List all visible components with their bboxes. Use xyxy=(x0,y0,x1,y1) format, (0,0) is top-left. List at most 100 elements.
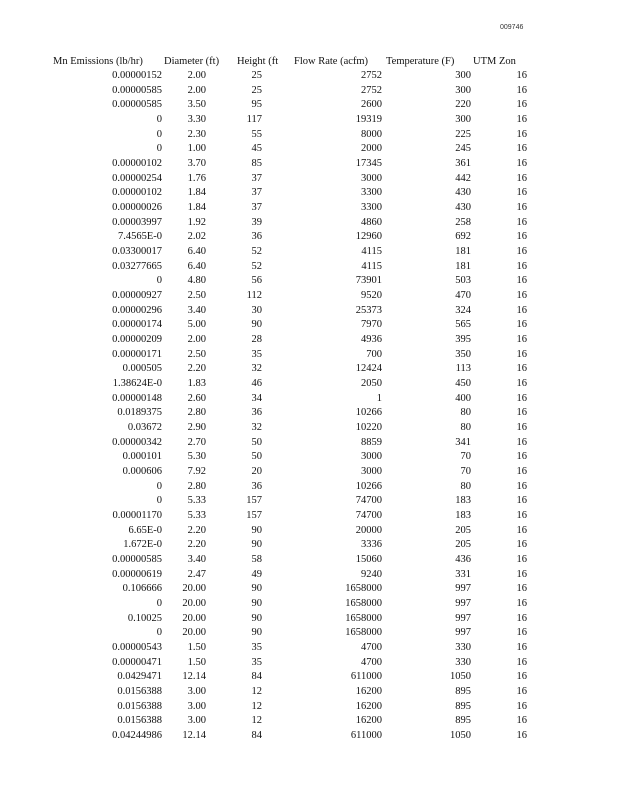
table-cell: 0.0189375 xyxy=(117,407,162,419)
table-cell: 16 xyxy=(516,598,528,610)
table-cell: 49 xyxy=(251,568,263,580)
table-cell: 90 xyxy=(251,319,263,331)
table-cell: 16 xyxy=(516,583,528,595)
table-cell: 436 xyxy=(455,554,471,566)
table-cell: 2.00 xyxy=(187,70,206,81)
table-cell: 0.00000209 xyxy=(112,334,162,346)
table-cell: 0.04244986 xyxy=(112,730,162,742)
table-cell: 16 xyxy=(516,554,528,566)
table-cell: 3.50 xyxy=(187,99,206,111)
table-cell: 331 xyxy=(455,568,471,580)
table-cell: 1.83 xyxy=(187,378,206,390)
table-cell: 0.00000585 xyxy=(112,99,162,111)
table-cell: 35 xyxy=(251,348,263,360)
table-cell: 84 xyxy=(251,730,263,742)
table-cell: 52 xyxy=(251,246,263,258)
table-cell: 16 xyxy=(516,480,528,492)
table-cell: 73901 xyxy=(355,275,382,287)
table-cell: 55 xyxy=(251,128,263,140)
table-cell: 50 xyxy=(251,451,263,463)
table-cell: 37 xyxy=(251,202,263,214)
table-cell: 16 xyxy=(516,334,528,346)
table-cell: 10266 xyxy=(355,407,382,419)
table-cell: 2.30 xyxy=(187,128,206,140)
table-cell: 16 xyxy=(516,187,528,199)
table-cell: 181 xyxy=(455,260,471,272)
table-cell: 181 xyxy=(455,246,471,258)
table-cell: 0 xyxy=(156,480,162,492)
table-cell: 300 xyxy=(455,70,471,81)
table-cell: 245 xyxy=(455,143,471,155)
table-cell: 16 xyxy=(516,363,528,375)
table-cell: 2.50 xyxy=(187,290,206,302)
table-cell: 15060 xyxy=(355,554,382,566)
table-cell: 3.30 xyxy=(187,114,206,125)
table-cell: 0.03277665 xyxy=(112,260,162,272)
table-cell: 16 xyxy=(516,466,528,478)
table-cell: 0.00001170 xyxy=(112,510,163,522)
table-cell: 611000 xyxy=(350,730,382,742)
table-cell: 12.14 xyxy=(182,671,206,683)
table-cell: 5.33 xyxy=(187,495,206,507)
table-cell: 4936 xyxy=(361,334,382,346)
table-cell: 3.40 xyxy=(187,304,206,316)
table-cell: 16 xyxy=(516,99,528,111)
table-cell: 80 xyxy=(460,422,472,434)
table-cell: 16 xyxy=(516,612,528,624)
table-cell: 39 xyxy=(251,216,263,228)
table-cell: 17345 xyxy=(355,158,382,170)
table-cell: 2.20 xyxy=(187,363,206,375)
table-cell: 16 xyxy=(516,84,528,96)
column-header: Mn Emissions (lb/hr) xyxy=(53,56,143,67)
table-cell: 2.00 xyxy=(187,334,206,346)
table-cell: 112 xyxy=(246,290,262,302)
table-cell: 1658000 xyxy=(345,598,382,610)
table-cell: 80 xyxy=(460,407,472,419)
table-cell: 5.33 xyxy=(187,510,206,522)
table-cell: 16200 xyxy=(355,715,382,727)
table-cell: 895 xyxy=(455,686,471,698)
table-cell: 700 xyxy=(366,348,382,360)
table-cell: 56 xyxy=(251,275,263,287)
table-cell: 2.47 xyxy=(187,568,206,580)
table-cell: 0.10025 xyxy=(127,612,162,624)
table-cell: 0.00000296 xyxy=(112,304,162,316)
table-cell: 37 xyxy=(251,172,263,184)
table-cell: 36 xyxy=(251,480,263,492)
table-cell: 0.106666 xyxy=(122,583,162,595)
table-cell: 20.00 xyxy=(182,583,206,595)
table-cell: 19319 xyxy=(355,114,382,125)
table-cell: 16 xyxy=(516,510,528,522)
table-cell: 20000 xyxy=(355,524,382,536)
table-cell: 350 xyxy=(455,348,471,360)
table-cell: 90 xyxy=(251,524,263,536)
table-cell: 20.00 xyxy=(182,627,206,639)
table-cell: 1658000 xyxy=(345,612,382,624)
table-cell: 117 xyxy=(246,114,262,125)
table-cell: 395 xyxy=(455,334,471,346)
table-cell: 692 xyxy=(455,231,471,243)
table-cell: 4115 xyxy=(361,246,382,258)
table-cell: 997 xyxy=(455,627,471,639)
table-cell: 16 xyxy=(516,642,528,654)
table-cell: 20.00 xyxy=(182,612,206,624)
column-header: Flow Rate (acfm) xyxy=(294,56,369,67)
table-cell: 10220 xyxy=(355,422,382,434)
table-cell: 16 xyxy=(516,524,528,536)
table-cell: 70 xyxy=(460,466,472,478)
table-cell: 330 xyxy=(455,656,471,668)
table-cell: 2.00 xyxy=(187,84,206,96)
table-cell: 3300 xyxy=(361,187,382,199)
table-cell: 16200 xyxy=(355,686,382,698)
table-cell: 80 xyxy=(460,480,472,492)
table-cell: 8859 xyxy=(361,436,382,448)
table-cell: 16 xyxy=(516,700,528,712)
table-cell: 258 xyxy=(455,216,471,228)
table-cell: 16 xyxy=(516,407,528,419)
table-cell: 0.03300017 xyxy=(112,246,162,258)
table-cell: 90 xyxy=(251,598,263,610)
table-cell: 565 xyxy=(455,319,471,331)
table-cell: 16 xyxy=(516,260,528,272)
table-cell: 0 xyxy=(156,275,162,287)
table-cell: 34 xyxy=(251,392,263,404)
